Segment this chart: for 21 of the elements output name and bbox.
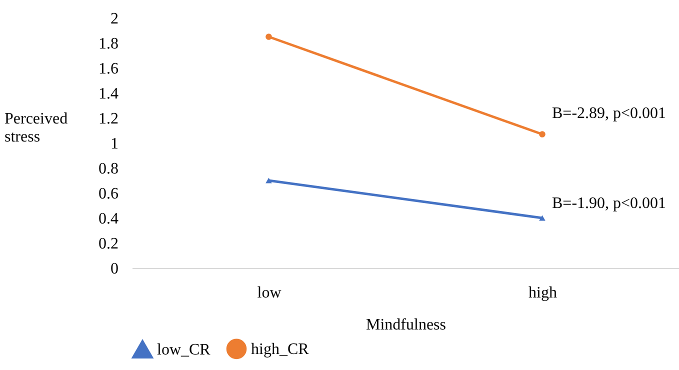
point [266,34,272,40]
y-tick-label: 0.2 [98,236,118,252]
annotation: B=-1.90, p<0.001 [552,195,666,212]
x-tick-label: high [528,284,557,302]
y-axis-title: Perceived stress [4,110,68,146]
y-tick-label: 0 [110,260,118,278]
y-tick-label: 1.2 [98,110,118,128]
x-tick-label: low [257,284,282,302]
y-tick-label: 1.8 [98,36,118,52]
y-tick-label: 2 [110,10,118,28]
annotation: B=-2.89, p<0.001 [552,105,666,122]
point [539,131,546,138]
y-tick-label: 0.8 [98,160,118,178]
y-tick-label: 1.4 [98,86,118,102]
y-tick-label: 1.6 [98,60,118,78]
y-tick-label: 0.4 [98,210,118,228]
y-tick-label: 0.6 [98,186,118,202]
legend-label: low_CR [157,342,211,358]
y-tick-label: 1 [110,136,118,152]
x-axis-title: Mindfulness [366,316,446,334]
legend-label: high_CR [251,340,310,358]
